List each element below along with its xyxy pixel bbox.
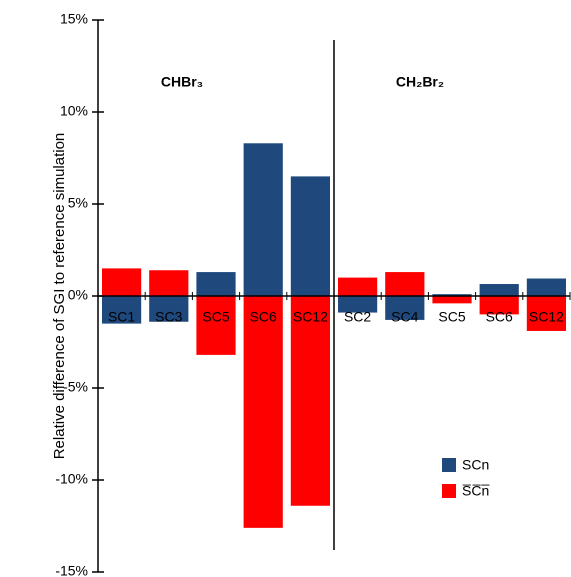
- bar: [149, 296, 189, 322]
- y-tick-label: -15%: [55, 563, 88, 577]
- y-tick-label: -10%: [55, 471, 88, 487]
- x-tick-label: SC3: [155, 309, 182, 325]
- bar: [243, 296, 283, 528]
- bar: [149, 270, 189, 296]
- y-tick-label: 10%: [60, 103, 88, 119]
- bar: [432, 294, 472, 296]
- x-tick-label: SC4: [391, 309, 418, 325]
- y-axis-label: Relative difference of SGI to reference …: [51, 133, 68, 460]
- bar: [196, 296, 236, 355]
- bar: [290, 176, 330, 296]
- bar: [385, 296, 425, 320]
- legend-label: S̅C̅n̅: [462, 483, 491, 499]
- bar: [102, 296, 142, 324]
- group-label: CHBr₃: [161, 74, 203, 90]
- x-tick-label: SC12: [293, 309, 328, 325]
- bar: [432, 296, 472, 304]
- bar: [338, 296, 378, 313]
- bar: [338, 277, 378, 296]
- x-tick-label: SC2: [344, 309, 371, 325]
- bar: [479, 296, 519, 315]
- x-tick-label: SC5: [202, 309, 229, 325]
- y-tick-label: 15%: [60, 11, 88, 27]
- y-tick-label: -5%: [63, 379, 88, 395]
- group-label: CH₂Br₂: [396, 74, 444, 90]
- bar: [290, 296, 330, 506]
- bar: [385, 272, 425, 296]
- legend-swatch: [442, 458, 456, 472]
- x-tick-label: SC1: [108, 309, 135, 325]
- bar: [526, 278, 566, 296]
- bar: [196, 272, 236, 296]
- x-tick-label: SC6: [250, 309, 277, 325]
- x-tick-label: SC12: [529, 309, 564, 325]
- legend-swatch: [442, 484, 456, 498]
- y-tick-label: 5%: [68, 195, 88, 211]
- x-tick-label: SC6: [486, 309, 513, 325]
- bar: [479, 284, 519, 296]
- legend-label: SCn: [462, 457, 489, 473]
- bar: [243, 143, 283, 296]
- x-tick-label: SC5: [438, 309, 465, 325]
- bar: [526, 296, 566, 331]
- bar: [102, 268, 142, 296]
- y-tick-label: 0%: [68, 287, 88, 303]
